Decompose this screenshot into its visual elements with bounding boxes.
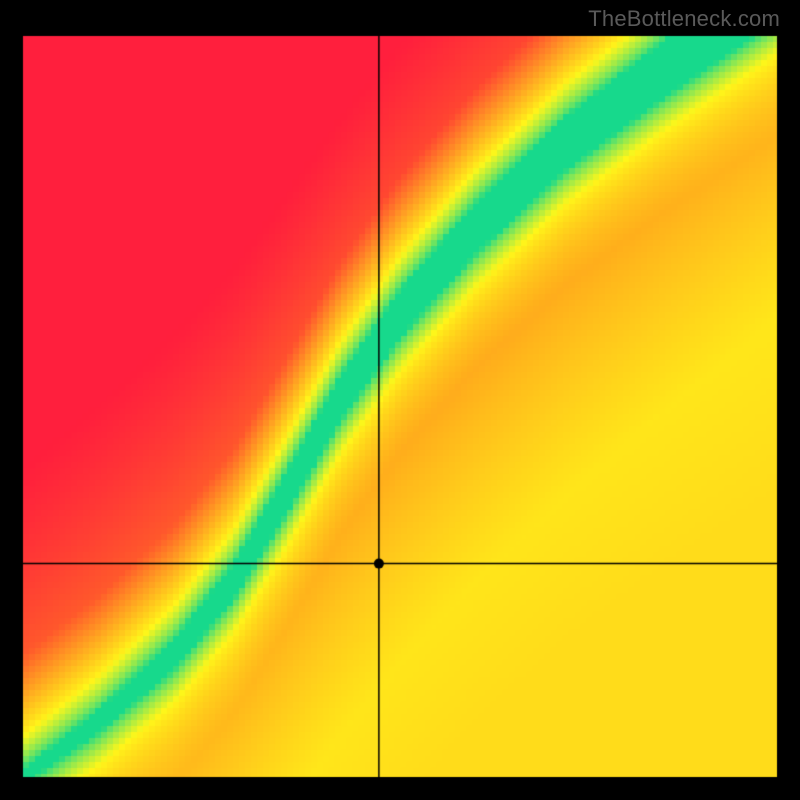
bottleneck-heatmap xyxy=(0,0,800,800)
watermark-text: TheBottleneck.com xyxy=(588,6,780,32)
